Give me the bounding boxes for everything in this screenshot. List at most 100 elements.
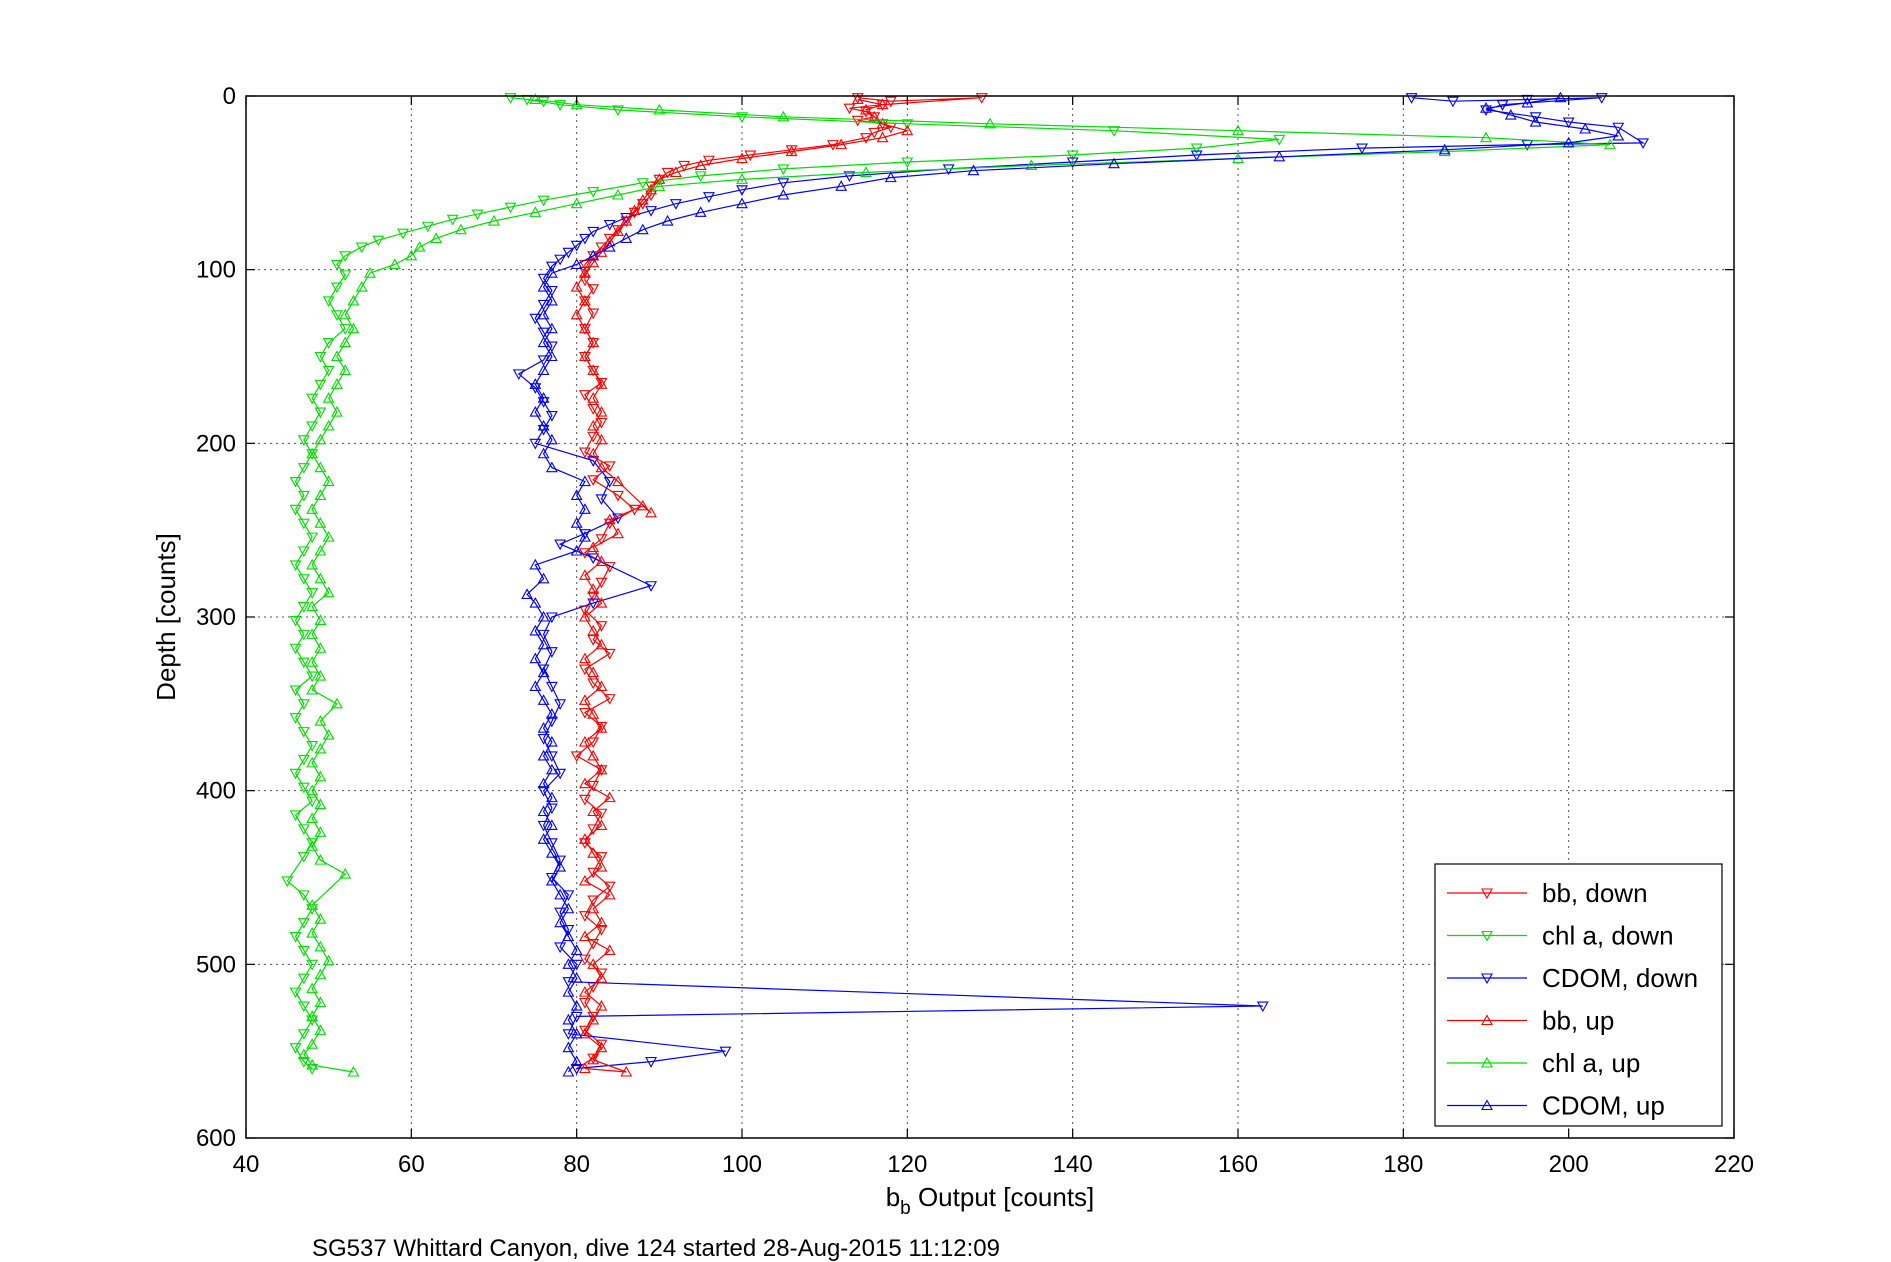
data-point	[562, 930, 575, 942]
legend-marker-swatch	[1481, 1014, 1493, 1026]
data-point	[545, 838, 558, 849]
data-point	[612, 490, 624, 502]
data-point	[537, 364, 550, 375]
data-point	[578, 930, 591, 942]
data-point	[521, 588, 534, 599]
legend-item: chl a, down	[1447, 921, 1674, 951]
data-point	[645, 506, 658, 518]
data-point	[289, 560, 302, 572]
data-point	[330, 282, 343, 294]
data-point	[537, 610, 550, 622]
data-point	[777, 164, 790, 176]
data-point	[653, 180, 666, 191]
data-point	[1256, 1001, 1269, 1013]
data-point	[587, 447, 600, 459]
data-point	[1521, 96, 1534, 108]
data-point	[578, 735, 591, 747]
data-point	[289, 1043, 302, 1054]
data-point	[446, 214, 459, 226]
data-point	[297, 1048, 310, 1060]
data-point	[595, 763, 608, 775]
data-point	[545, 285, 558, 297]
data-point	[587, 902, 600, 914]
data-point	[595, 1041, 608, 1053]
series-4	[297, 93, 1616, 1077]
data-point	[554, 942, 567, 954]
data-point	[314, 940, 327, 952]
data-point	[570, 1011, 583, 1023]
data-point	[1562, 136, 1575, 148]
data-point	[554, 907, 567, 919]
data-point	[901, 119, 914, 130]
data-point	[562, 1013, 575, 1025]
data-point	[306, 926, 319, 938]
data-point	[636, 194, 649, 205]
data-point	[587, 541, 600, 553]
data-point	[554, 855, 567, 867]
y-tick-label: 0	[223, 83, 236, 110]
data-point	[537, 638, 550, 650]
data-point	[603, 694, 616, 705]
data-point	[306, 756, 319, 768]
data-point	[297, 602, 310, 613]
legend-label: CDOM, down	[1542, 963, 1698, 993]
data-point	[529, 680, 542, 692]
data-point	[578, 664, 591, 676]
data-point	[537, 722, 550, 733]
data-point	[620, 214, 633, 226]
series-layer	[281, 91, 1650, 1077]
data-point	[587, 591, 600, 603]
data-point	[314, 351, 327, 363]
data-point	[578, 503, 591, 514]
data-point	[297, 1057, 310, 1068]
data-point	[570, 944, 583, 955]
data-point	[339, 308, 352, 320]
data-point	[653, 103, 666, 115]
data-point	[297, 918, 310, 929]
data-point	[570, 197, 583, 209]
data-point	[595, 242, 608, 254]
data-point	[306, 838, 319, 849]
data-point	[843, 103, 856, 115]
data-point	[1480, 105, 1492, 117]
data-point	[314, 798, 327, 810]
data-point	[1612, 122, 1625, 134]
data-point	[289, 504, 302, 516]
data-point	[545, 681, 558, 693]
data-point	[537, 820, 550, 832]
data-point	[603, 944, 616, 955]
data-point	[744, 150, 757, 162]
data-point	[570, 751, 583, 763]
legend-item: CDOM, up	[1447, 1091, 1665, 1121]
data-point	[347, 294, 360, 306]
data-point	[669, 166, 682, 177]
data-point	[322, 296, 335, 308]
data-point	[537, 694, 550, 705]
data-point	[537, 308, 550, 320]
data-point	[537, 777, 550, 789]
data-point	[322, 419, 335, 431]
y-tick-label: 400	[196, 778, 236, 805]
data-point	[297, 657, 310, 669]
data-point	[736, 185, 748, 196]
data-point	[364, 267, 376, 278]
data-point	[545, 847, 558, 858]
data-point	[314, 669, 327, 681]
data-point	[545, 322, 558, 334]
data-point	[339, 270, 352, 282]
data-point	[612, 188, 624, 200]
data-point	[570, 1027, 583, 1039]
data-point	[1529, 115, 1542, 127]
legend-marker-swatch	[1481, 1099, 1493, 1111]
data-point	[306, 503, 319, 514]
data-point	[595, 916, 608, 928]
data-point	[306, 656, 319, 667]
data-point	[554, 539, 567, 551]
data-point	[545, 751, 558, 763]
data-point	[289, 615, 302, 627]
data-point	[578, 529, 591, 540]
data-point	[314, 489, 327, 500]
data-point	[545, 791, 558, 803]
series-1	[281, 93, 1286, 1075]
